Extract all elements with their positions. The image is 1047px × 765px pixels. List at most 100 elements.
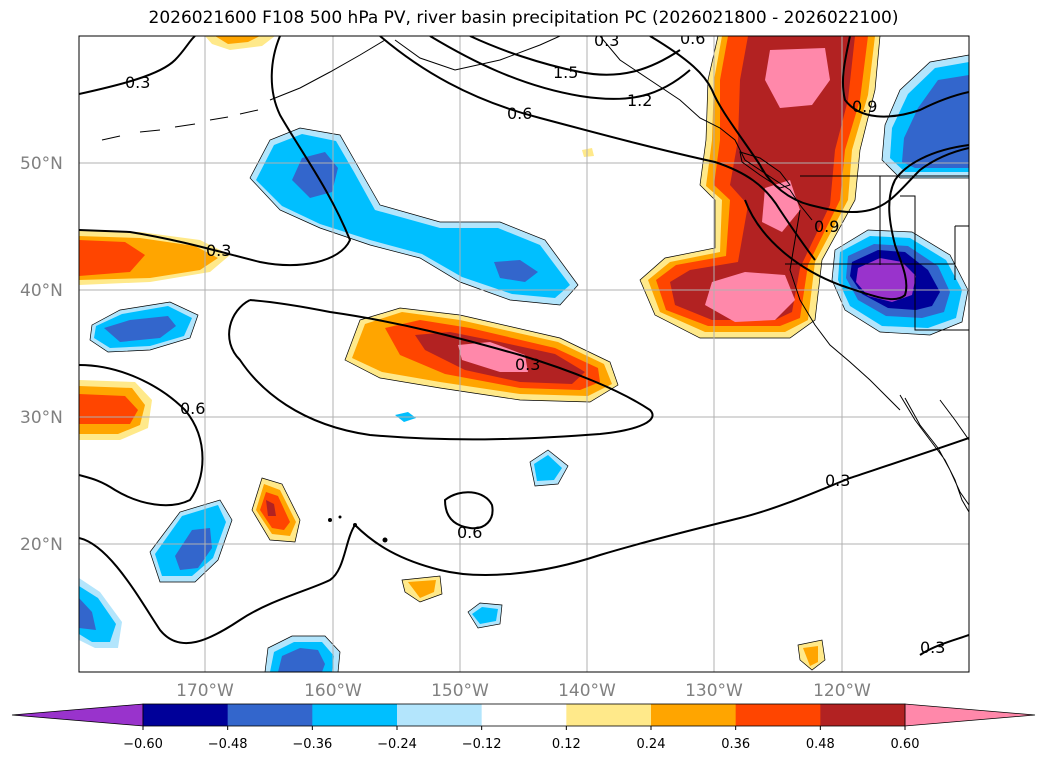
colorbar-segment [227,704,313,726]
contour-label-0-3-west: 0.3 [206,241,231,260]
colorbar-segment [397,704,483,726]
tiny-spot-51n [582,148,594,157]
lon-label-160w: 160°W [304,681,362,701]
small-spot-122w-inner [803,646,818,666]
lat-label-50n: 50°N [20,154,63,174]
mexico-mainland [939,399,969,441]
latitude-labels: 50°N 40°N 30°N 20°N [20,154,63,555]
us-west-coast [789,209,901,411]
blob-20n-blue [175,528,212,570]
contour-0-3-north [79,36,196,95]
contour-0-9-sw [744,144,969,301]
blob-26n-cyan [534,455,562,481]
lon-label-130w: 130°W [685,681,743,701]
bc-coast [759,169,813,221]
outline-blob-38n [89,301,199,353]
colorbar-segment [312,704,398,726]
small-23n-darkred [266,500,276,516]
lat-label-30n: 30°N [20,408,63,428]
deep-neg-purple [856,258,916,302]
colorbar-segment [481,704,567,726]
state-borders [785,176,969,331]
outline-deep-neg [831,229,969,336]
colorbar-border [142,703,906,727]
contour-label-0-6-alaska: 0.6 [680,29,705,48]
colorbar-tick-label: −0.36 [292,737,332,752]
colorbar-segment [820,704,906,726]
central-band-pink [458,342,528,372]
vancouver-island [739,151,791,189]
contour-label-0-3-nw: 0.3 [125,73,150,92]
lon-label-170w: 170°W [176,681,234,701]
map-border [78,35,970,673]
colorbar-segment [651,704,737,726]
colorbar-tick-label: 0.12 [552,737,581,752]
lat-label-20n: 20°N [20,535,63,555]
outline-small-17n [401,575,443,603]
colorbar-tick-label: 0.60 [891,737,920,752]
colorbar-segment [735,704,821,726]
contour-0-3-se [919,634,969,656]
colorbar-tick-label: 0.36 [721,737,750,752]
pnw-plume-pink-mid [762,180,800,232]
small-17n-orange [408,580,436,598]
contour-label-0-3-se: 0.3 [920,638,945,657]
lon-label-140w: 140°W [558,681,616,701]
colorbar-tick-label: 0.24 [637,737,666,752]
contour-label-0-6-west: 0.6 [180,399,205,418]
top-edge-spot-inner [215,36,260,44]
pnw-plume-pink-north [765,48,830,108]
positive-anomaly-fields [79,36,880,670]
colorbar-tick-label: −0.60 [123,737,163,752]
contour-0-3-mid [228,299,654,441]
island-oahu [338,515,342,519]
contour-label-0-3-alaska: 0.3 [594,31,619,50]
colorbar-tick-label: −0.12 [462,737,502,752]
outline-blob-15n [467,602,503,629]
sw-edge-blue [79,598,96,630]
baja-california [899,394,969,513]
lon-label-150w: 150°W [431,681,489,701]
blob-15n-cyan [472,607,498,624]
colorbar-segment [143,704,229,726]
outline-bottom-blob [264,635,341,672]
outline-blob-20n [149,499,233,583]
contour-0-6-north [379,36,816,261]
gridlines [79,36,969,672]
colorbar-extend-low [11,703,144,727]
outline-pnw-plume [639,36,881,339]
coastlines [101,36,969,513]
colorbar-extend-high [904,703,1036,727]
map-title: 2026021600 F108 500 hPa PV, river basin … [148,8,899,28]
outline-central-band [344,307,619,403]
contour-1-2 [429,36,691,100]
colorbar-segment [566,704,652,726]
contour-labels: 0.3 1.5 1.2 0.6 0.9 0.3 0.9 0.3 0.6 0.3 … [125,29,945,657]
alaska-panhandle [599,36,761,171]
contour-label-1-2: 1.2 [627,91,652,110]
bottom-blob-blue [278,648,325,672]
lon-label-120w: 120°W [813,681,871,701]
contour-0-6-sw [79,364,204,507]
colorbar-tick-label: 0.48 [806,737,835,752]
outline-small-23n [251,477,301,543]
shading-outlines [89,36,969,672]
island-kauai [328,518,332,522]
colorbar-tick-label: −0.24 [377,737,417,752]
colorbar: −0.60 −0.48 −0.36 −0.24 −0.12 0.12 0.24 0.36 0.4… [11,703,1036,752]
pv-contours [79,36,969,656]
outline-small-spot-122w [797,639,826,671]
contour-label-0-3-south: 0.3 [825,471,850,490]
west-43n-red [79,240,145,276]
outline-blob-26n [529,449,569,487]
pnw-plume-darkred [670,36,855,320]
lat-label-40n: 40°N [20,281,63,301]
map-panel: 0.3 1.5 1.2 0.6 0.9 0.3 0.9 0.3 0.6 0.3 … [79,29,969,672]
negative-anomaly-fields [79,55,969,672]
island-hawaii [382,537,388,543]
contour-0-9-west [79,36,352,267]
pnw-plume-pink-south [705,272,795,322]
contour-label-0-9-coast: 0.9 [814,217,839,236]
contour-1-5 [469,36,681,76]
outline-ne-corner [881,54,969,179]
